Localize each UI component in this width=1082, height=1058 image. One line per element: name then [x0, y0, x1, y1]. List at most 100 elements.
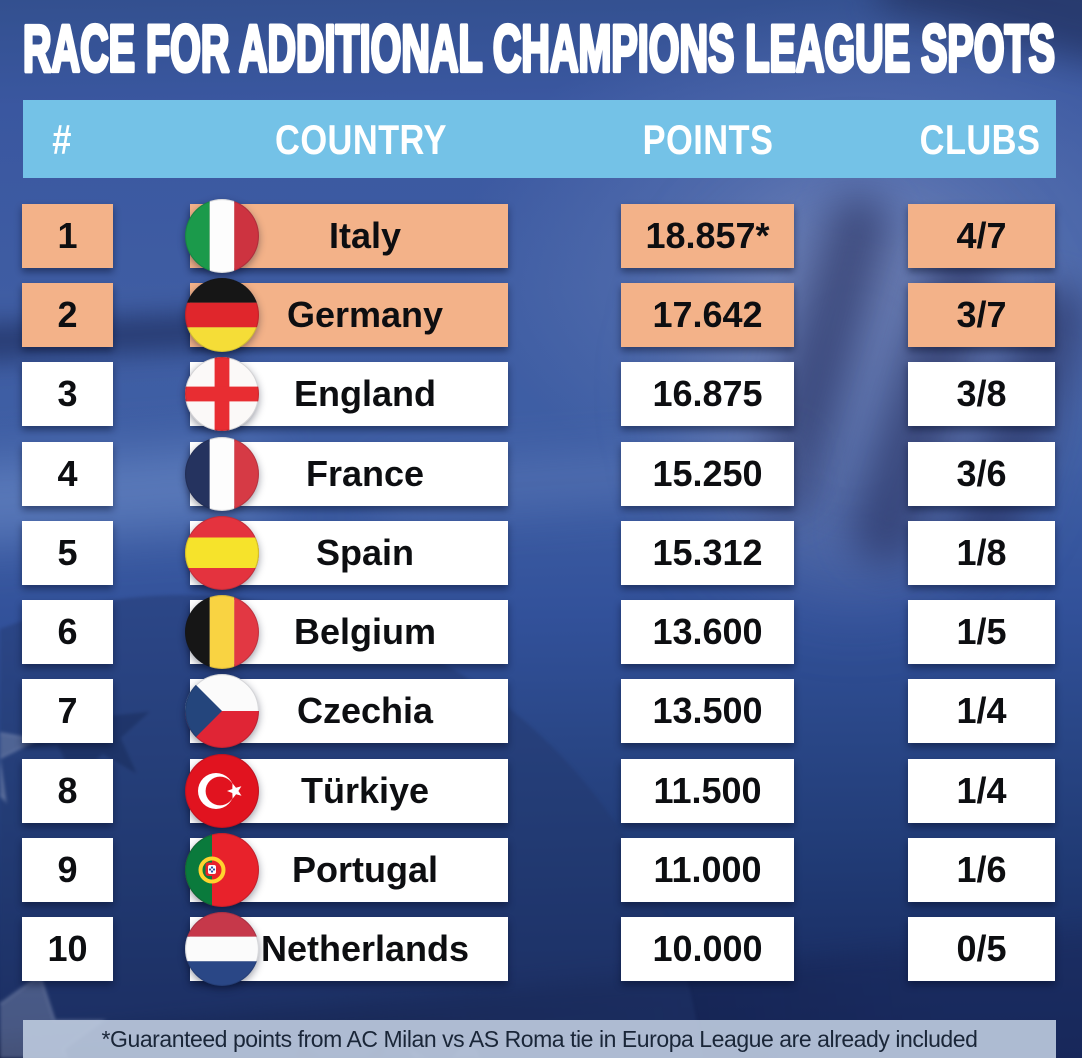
country-cell: Germany	[185, 278, 508, 352]
rank-value: 7	[57, 690, 78, 731]
points-cell: 13.600	[621, 600, 794, 664]
clubs-cell: 3/8	[908, 362, 1055, 426]
points-cell: 11.000	[621, 838, 794, 902]
rank-cell: 4	[22, 442, 113, 506]
country-name: Türkiye	[300, 770, 430, 811]
rank-value: 10	[47, 928, 88, 969]
country-cell: Netherlands	[185, 912, 508, 986]
column-header-points: POINTS	[642, 116, 774, 163]
points-value: 11.000	[653, 849, 762, 890]
rank-cell: 9	[22, 838, 113, 902]
rank-cell: 6	[22, 600, 113, 664]
points-cell: 15.250	[621, 442, 794, 506]
rank-value: 5	[57, 532, 78, 573]
rank-cell: 3	[22, 362, 113, 426]
clubs-value: 3/8	[956, 373, 1007, 414]
points-cell: 10.000	[621, 917, 794, 981]
points-value: 11.500	[653, 770, 762, 811]
flag-netherlands-icon	[185, 912, 259, 986]
country-cell: England	[185, 357, 508, 431]
country-cell: Türkiye	[185, 754, 508, 828]
clubs-cell: 1/4	[908, 759, 1055, 823]
rank-value: 2	[57, 294, 78, 335]
table-row: 9 Portugal 11.000 1/6	[0, 833, 1082, 907]
flag-england-icon	[185, 357, 259, 431]
country-name: Spain	[315, 532, 414, 573]
points-cell: 18.857*	[621, 204, 794, 268]
flag-germany-icon	[185, 278, 259, 352]
clubs-cell: 1/5	[908, 600, 1055, 664]
points-value: 15.250	[652, 453, 763, 494]
clubs-cell: 1/8	[908, 521, 1055, 585]
country-name: France	[305, 453, 425, 494]
clubs-cell: 3/6	[908, 442, 1055, 506]
table-row: 5 Spain 15.312 1/8	[0, 516, 1082, 590]
rank-value: 9	[57, 849, 78, 890]
clubs-cell: 1/4	[908, 679, 1055, 743]
column-header-country: COUNTRY	[275, 116, 447, 163]
country-cell: Italy	[185, 199, 508, 273]
flag-italy-icon	[185, 199, 259, 273]
rank-value: 1	[57, 215, 78, 256]
flag-spain-icon	[185, 516, 259, 590]
flag-france-icon	[185, 437, 259, 511]
rank-value: 4	[57, 453, 78, 494]
table-row: 10 Netherlands 10.000 0/5	[0, 912, 1082, 986]
country-cell: Belgium	[185, 595, 508, 669]
flag-portugal-icon	[185, 833, 259, 907]
title-banner: RACE FOR ADDITIONAL CHAMPIONS LEAGUE SPO…	[21, 9, 1057, 87]
clubs-value: 1/4	[956, 690, 1007, 731]
country-name: Portugal	[291, 849, 438, 890]
clubs-value: 0/5	[956, 928, 1007, 969]
points-value: 17.642	[652, 294, 763, 335]
footnote-text: *Guaranteed points from AC Milan vs AS R…	[101, 1025, 978, 1052]
country-name: Czechia	[296, 690, 434, 731]
table-row: 7 Czechia 13.500 1/4	[0, 674, 1082, 748]
table-row: 3 England 16.875 3/8	[0, 357, 1082, 431]
clubs-cell: 1/6	[908, 838, 1055, 902]
points-value: 16.875	[652, 373, 763, 414]
rank-cell: 1	[22, 204, 113, 268]
clubs-value: 1/8	[956, 532, 1007, 573]
flag-czechia-icon	[185, 674, 259, 748]
points-cell: 13.500	[621, 679, 794, 743]
points-cell: 16.875	[621, 362, 794, 426]
rank-value: 6	[57, 611, 78, 652]
clubs-value: 4/7	[956, 215, 1007, 256]
points-cell: 15.312	[621, 521, 794, 585]
country-name: Netherlands	[260, 928, 470, 969]
flag-belgium-icon	[185, 595, 259, 669]
points-value: 13.500	[652, 690, 763, 731]
country-name: Italy	[328, 215, 402, 256]
column-header-rank: #	[52, 116, 72, 163]
rank-cell: 2	[22, 283, 113, 347]
clubs-value: 1/4	[956, 770, 1007, 811]
clubs-cell: 0/5	[908, 917, 1055, 981]
table-row: 6 Belgium 13.600 1/5	[0, 595, 1082, 669]
rank-cell: 10	[22, 917, 113, 981]
country-name: Belgium	[293, 611, 436, 652]
clubs-value: 1/6	[956, 849, 1007, 890]
rank-value: 8	[57, 770, 78, 811]
points-value: 13.600	[652, 611, 763, 652]
clubs-value: 1/5	[956, 611, 1007, 652]
clubs-value: 3/6	[956, 453, 1007, 494]
footnote-bar: *Guaranteed points from AC Milan vs AS R…	[23, 1020, 1056, 1058]
table-row: 1 Italy 18.857* 4/7	[0, 199, 1082, 273]
points-cell: 17.642	[621, 283, 794, 347]
table-row: 2 Germany 17.642 3/7	[0, 278, 1082, 352]
points-value: 15.312	[652, 532, 763, 573]
clubs-value: 3/7	[956, 294, 1007, 335]
rank-cell: 8	[22, 759, 113, 823]
table-row: 8 Türkiye 11.500 1/4	[0, 754, 1082, 828]
points-cell: 11.500	[621, 759, 794, 823]
country-name: Germany	[286, 294, 444, 335]
points-value: 10.000	[652, 928, 763, 969]
country-cell: Spain	[185, 516, 508, 590]
clubs-cell: 3/7	[908, 283, 1055, 347]
rank-cell: 5	[22, 521, 113, 585]
page-title: RACE FOR ADDITIONAL CHAMPIONS LEAGUE SPO…	[23, 11, 1055, 85]
rank-value: 3	[57, 373, 78, 414]
table-header-bar: # COUNTRY POINTS CLUBS	[23, 100, 1056, 178]
